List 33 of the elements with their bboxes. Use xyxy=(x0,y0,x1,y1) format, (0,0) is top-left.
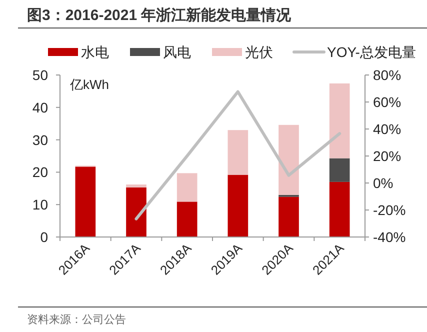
y2-tick-label: -20% xyxy=(373,202,406,218)
y-axis-title: 亿kWh xyxy=(69,77,109,92)
bar xyxy=(126,187,146,237)
bar xyxy=(176,173,198,202)
y2-tick-label: -40% xyxy=(373,229,406,245)
y-tick-label: 20 xyxy=(32,164,48,180)
legend-label: 风电 xyxy=(163,44,191,60)
y-tick-label: 30 xyxy=(32,132,48,148)
y2-tick-label: 80% xyxy=(373,67,402,83)
bar xyxy=(329,182,350,237)
bar xyxy=(228,174,248,237)
bar xyxy=(176,202,198,237)
y2-tick-label: 40% xyxy=(373,121,402,137)
y-tick-label: 50 xyxy=(32,67,48,83)
chart-title: 图3：2016-2021 年浙江新能发电量情况 xyxy=(27,6,292,24)
bar xyxy=(329,158,350,182)
bar xyxy=(126,184,146,188)
y-tick-label: 10 xyxy=(32,196,48,213)
bar xyxy=(75,166,96,237)
text: 资料来源：公司公告 xyxy=(27,313,126,326)
y2-tick-label: 60% xyxy=(373,94,402,110)
legend-label: YOY-总发电量 xyxy=(327,44,416,60)
bar xyxy=(329,83,350,158)
bar xyxy=(228,130,248,175)
legend-label: 水电 xyxy=(81,44,109,60)
y-tick-label: 40 xyxy=(32,99,48,116)
legend-label: 光伏 xyxy=(245,44,273,60)
y2-tick-label: 20% xyxy=(373,148,402,164)
line-series xyxy=(134,90,342,220)
y-tick-label: 0 xyxy=(40,229,48,245)
bar xyxy=(278,124,299,195)
y2-tick-label: 0% xyxy=(373,175,394,191)
bar xyxy=(278,196,299,237)
